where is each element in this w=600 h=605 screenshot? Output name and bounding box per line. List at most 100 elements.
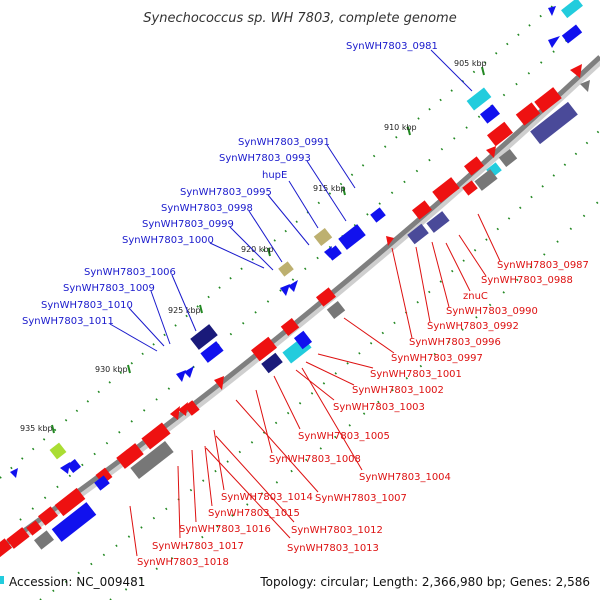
cds-arrow-feature[interactable]: [10, 468, 18, 478]
gene-label-SynWH7803_1009[interactable]: SynWH7803_1009: [63, 283, 155, 294]
cds-feature[interactable]: [0, 538, 12, 558]
rna-feature[interactable]: [561, 0, 583, 19]
cds-feature[interactable]: [38, 506, 58, 526]
cds-arrow-feature[interactable]: [386, 236, 394, 246]
gene-label-SynWH7803_0987[interactable]: SynWH7803_0987: [497, 260, 589, 271]
rna-feature[interactable]: [466, 87, 492, 111]
gene-label-SynWH7803_0996[interactable]: SynWH7803_0996: [409, 337, 501, 348]
cds-arrow-feature[interactable]: [288, 280, 298, 292]
gene-label-SynWH7803_0981[interactable]: SynWH7803_0981: [346, 41, 438, 52]
cds-arrow-feature[interactable]: [184, 366, 194, 378]
cds-feature[interactable]: [407, 223, 429, 245]
gene-label-SynWH7803_1017[interactable]: SynWH7803_1017: [152, 541, 244, 552]
cds-arrow-feature[interactable]: [548, 36, 560, 48]
gene-label-SynWH7803_1008[interactable]: SynWH7803_1008: [269, 454, 361, 465]
leader-line: [129, 505, 138, 557]
leader-line: [477, 213, 501, 262]
gene-label-SynWH7803_1005[interactable]: SynWH7803_1005: [298, 431, 390, 442]
cds-feature[interactable]: [251, 336, 277, 362]
gene-label-SynWH7803_1006[interactable]: SynWH7803_1006: [84, 267, 176, 278]
cds-arrow-feature[interactable]: [486, 146, 496, 158]
pseudo-arrow-feature[interactable]: [580, 80, 590, 92]
pseudo-feature[interactable]: [498, 148, 518, 168]
cds-feature[interactable]: [561, 24, 583, 44]
cds-feature[interactable]: [530, 101, 578, 145]
cds-arrow-feature[interactable]: [176, 370, 186, 382]
cds-feature[interactable]: [200, 341, 224, 363]
gene-label-SynWH7803_0997[interactable]: SynWH7803_0997: [391, 353, 483, 364]
gene-label-SynWH7803_1015[interactable]: SynWH7803_1015: [208, 508, 300, 519]
ruler-tick: [481, 66, 485, 76]
gene-label-znuC[interactable]: znuC: [463, 291, 488, 302]
cds-feature[interactable]: [426, 211, 450, 233]
cds-feature[interactable]: [6, 527, 30, 549]
gene-label-SynWH7803_1003[interactable]: SynWH7803_1003: [333, 402, 425, 413]
cds-arrow-feature[interactable]: [570, 64, 582, 78]
pseudo-feature[interactable]: [474, 169, 498, 191]
cds-feature[interactable]: [487, 121, 513, 147]
gene-label-SynWH7803_1016[interactable]: SynWH7803_1016: [179, 524, 271, 535]
cds-feature[interactable]: [94, 475, 110, 491]
hupE-feature[interactable]: [313, 227, 333, 247]
cds-feature[interactable]: [141, 422, 171, 450]
leader-line: [326, 144, 356, 189]
gene-label-SynWH7803_0998[interactable]: SynWH7803_0998: [161, 203, 253, 214]
gene-label-SynWH7803_0991[interactable]: SynWH7803_0991: [238, 137, 330, 148]
cds-feature[interactable]: [326, 245, 342, 261]
ruler-label: 915 kbp: [313, 184, 346, 193]
cds-feature[interactable]: [190, 324, 218, 350]
gene-label-SynWH7803_1002[interactable]: SynWH7803_1002: [352, 385, 444, 396]
ruler-tick: [267, 247, 271, 257]
gene-label-SynWH7803_1011[interactable]: SynWH7803_1011: [22, 316, 114, 327]
ruler: 905 kbp 910 kbp 915 kbp 920 kbp 925 kbp …: [20, 59, 487, 434]
cds-feature[interactable]: [464, 156, 484, 176]
cds-feature[interactable]: [116, 443, 144, 469]
cds-feature[interactable]: [515, 102, 541, 126]
gene-label-SynWH7803_0992[interactable]: SynWH7803_0992: [427, 321, 519, 332]
pseudo-feature[interactable]: [34, 530, 54, 550]
gene-label-SynWH7803_1007[interactable]: SynWH7803_1007: [315, 493, 407, 504]
cds-arrow-feature[interactable]: [280, 284, 290, 296]
cds-feature[interactable]: [184, 400, 200, 416]
gene-label-SynWH7803_1001[interactable]: SynWH7803_1001: [370, 369, 462, 380]
gene-label-SynWH7803_1004[interactable]: SynWH7803_1004: [359, 472, 451, 483]
gene-label-SynWH7803_0999[interactable]: SynWH7803_0999: [142, 219, 234, 230]
cds-feature[interactable]: [412, 200, 432, 220]
gene-label-SynWH7803_0990[interactable]: SynWH7803_0990: [446, 306, 538, 317]
gene-label-SynWH7803_1010[interactable]: SynWH7803_1010: [41, 300, 133, 311]
cds-feature[interactable]: [316, 287, 336, 307]
cds-feature[interactable]: [51, 502, 97, 542]
pseudo-feature[interactable]: [130, 440, 174, 480]
cds-feature[interactable]: [261, 352, 283, 374]
cds-arrow-feature[interactable]: [214, 376, 224, 390]
gene-label-SynWH7803_0993[interactable]: SynWH7803_0993: [219, 153, 311, 164]
cds-feature[interactable]: [432, 177, 460, 203]
reverse-strand-features: [0, 64, 590, 558]
cds-feature[interactable]: [338, 224, 366, 250]
cds-feature[interactable]: [278, 261, 294, 277]
gene-label-hupE[interactable]: hupE: [262, 170, 287, 181]
gene-label-SynWH7803_1000[interactable]: SynWH7803_1000: [122, 235, 214, 246]
cds-feature[interactable]: [280, 317, 300, 337]
cds-feature[interactable]: [66, 458, 82, 474]
gene-label-SynWH7803_1018[interactable]: SynWH7803_1018: [137, 557, 229, 568]
gene-label-SynWH7803_0988[interactable]: SynWH7803_0988: [481, 275, 573, 286]
gene-label-SynWH7803_1013[interactable]: SynWH7803_1013: [287, 543, 379, 554]
leader-line: [205, 447, 291, 539]
cds-feature[interactable]: [49, 442, 67, 460]
cds-feature[interactable]: [293, 330, 313, 350]
cds-arrow-feature[interactable]: [548, 6, 556, 16]
cds-feature[interactable]: [534, 87, 562, 113]
gene-label-SynWH7803_1014[interactable]: SynWH7803_1014: [221, 492, 313, 503]
pseudo-feature[interactable]: [326, 300, 346, 320]
cds-feature[interactable]: [54, 487, 86, 517]
cds-feature[interactable]: [462, 180, 478, 196]
cds-arrow-feature[interactable]: [170, 406, 180, 420]
cds-feature[interactable]: [480, 104, 500, 124]
cds-feature[interactable]: [26, 520, 42, 536]
cds-feature[interactable]: [370, 207, 386, 223]
gene-label-SynWH7803_1012[interactable]: SynWH7803_1012: [291, 525, 383, 536]
gene-label-SynWH7803_0995[interactable]: SynWH7803_0995: [180, 187, 272, 198]
